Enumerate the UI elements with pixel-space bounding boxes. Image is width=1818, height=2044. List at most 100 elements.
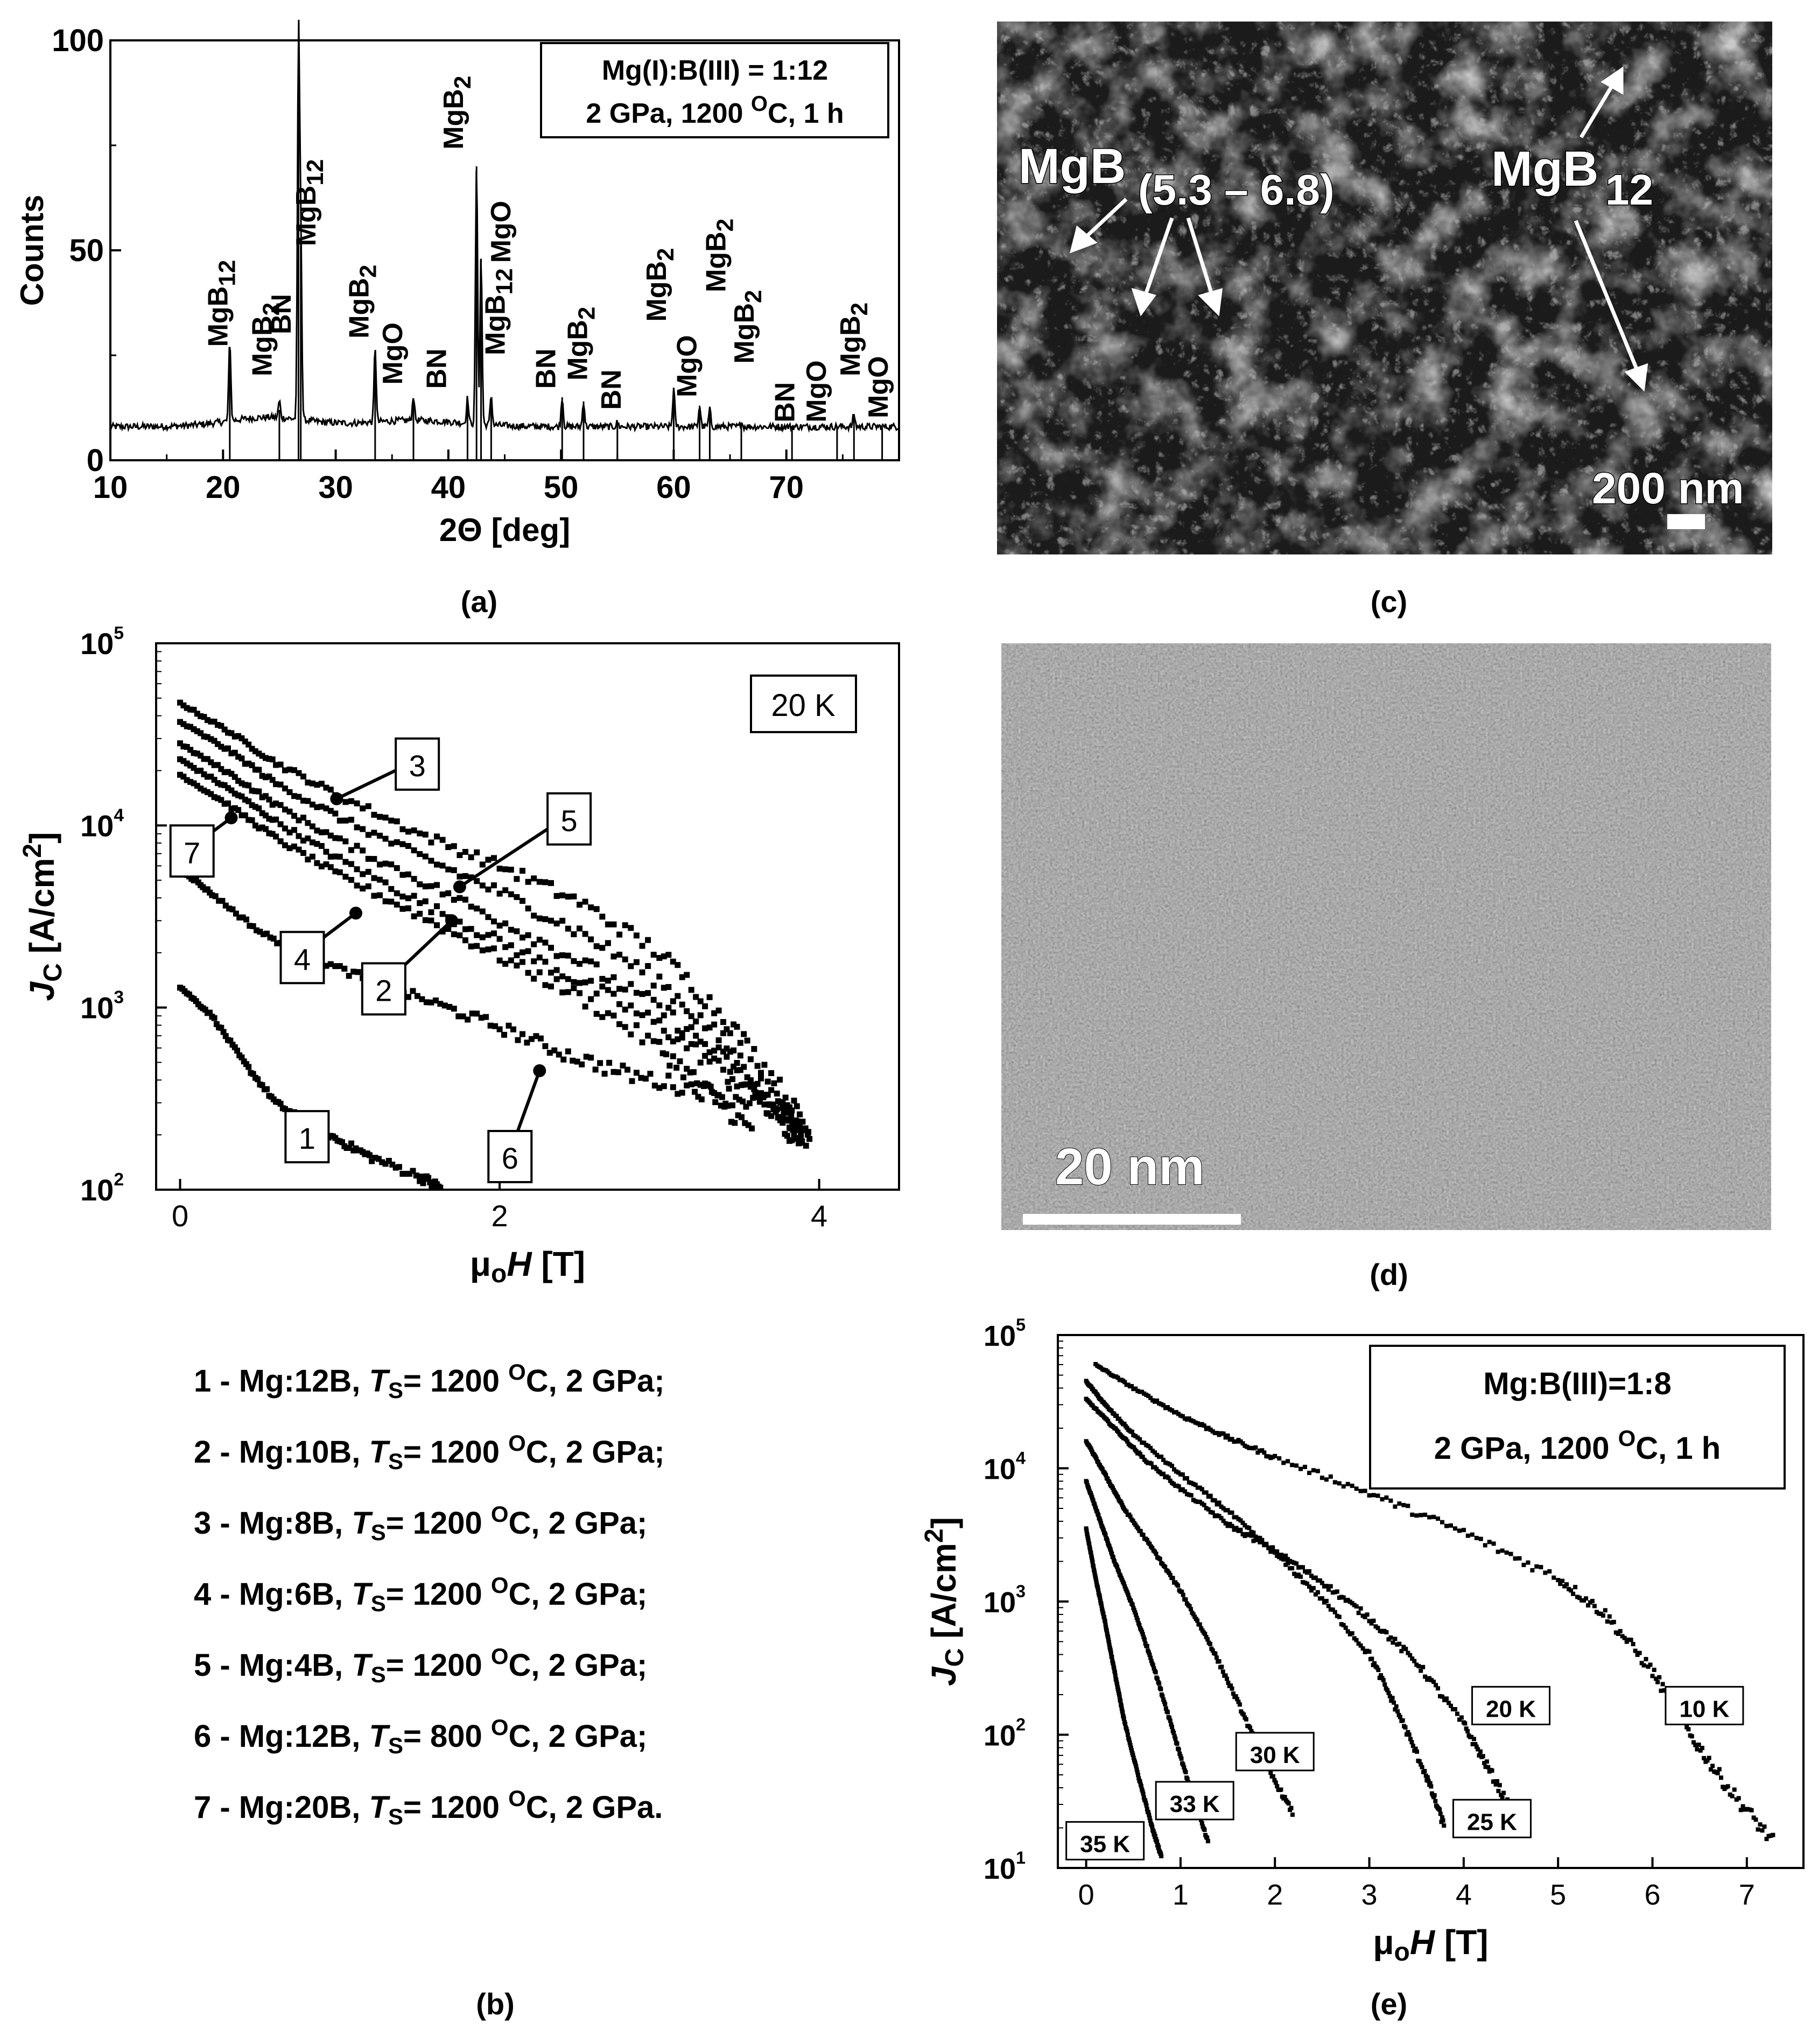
data-point <box>1128 1745 1133 1750</box>
data-point <box>204 789 210 795</box>
data-point <box>536 915 543 922</box>
data-point <box>327 961 334 967</box>
data-point <box>478 1015 485 1021</box>
data-point <box>639 1012 645 1019</box>
callout-box-6 <box>487 1129 533 1183</box>
data-point <box>428 917 434 924</box>
data-point <box>238 1054 245 1060</box>
data-point <box>588 936 594 943</box>
data-point <box>228 805 235 812</box>
data-point <box>1147 1653 1152 1657</box>
data-point <box>474 1010 480 1017</box>
scale-label-d: 20 nm <box>1055 1138 1204 1196</box>
data-point <box>582 931 588 937</box>
data-point <box>754 1063 761 1069</box>
data-point <box>761 1062 768 1068</box>
data-point <box>794 1118 801 1125</box>
data-point <box>787 1104 792 1111</box>
data-point <box>1594 1610 1599 1614</box>
data-point <box>1343 1598 1348 1603</box>
x-tick-label: 60 <box>656 470 691 505</box>
data-point <box>327 864 334 870</box>
data-point <box>1730 1794 1735 1799</box>
data-point <box>1526 1560 1531 1565</box>
data-point <box>249 746 255 752</box>
data-point <box>665 1072 672 1079</box>
data-point <box>1138 1437 1142 1442</box>
data-point <box>746 1100 753 1106</box>
data-point <box>332 868 339 875</box>
data-point <box>193 998 199 1005</box>
data-point <box>514 963 520 969</box>
data-point <box>208 759 214 765</box>
data-point <box>249 817 255 824</box>
callout-box-1 <box>284 1110 330 1164</box>
data-point <box>1135 1618 1140 1622</box>
data-point <box>1235 1697 1240 1702</box>
data-point <box>388 886 395 892</box>
data-point <box>1104 1628 1109 1633</box>
data-point <box>680 1074 686 1080</box>
data-point <box>525 932 531 938</box>
data-point <box>1354 1486 1359 1491</box>
data-point <box>213 1021 220 1027</box>
data-point <box>267 935 273 940</box>
data-point <box>1695 1747 1700 1752</box>
data-point <box>1210 1510 1215 1515</box>
data-point <box>1271 1774 1275 1779</box>
data-point <box>282 767 288 774</box>
data-point <box>492 1023 499 1029</box>
data-point <box>1423 1674 1428 1679</box>
data-point <box>1115 1375 1120 1380</box>
data-point <box>1326 1587 1331 1592</box>
data-point <box>706 1024 713 1031</box>
data-point <box>1130 1602 1135 1607</box>
data-point <box>1388 1498 1393 1503</box>
data-point <box>231 805 238 811</box>
data-point <box>720 1048 726 1055</box>
data-point <box>1764 1837 1769 1842</box>
data-point <box>1401 1502 1406 1507</box>
data-point <box>491 918 497 925</box>
data-point <box>688 987 694 993</box>
data-point <box>377 813 383 820</box>
data-point <box>479 882 486 889</box>
data-point <box>520 935 525 941</box>
data-point <box>1413 1746 1418 1751</box>
data-point <box>593 961 600 967</box>
legend-item: 1 - Mg:12B, TS= 1200 OC, 2 GPa; <box>194 1359 665 1403</box>
data-point <box>622 1006 628 1013</box>
data-point <box>670 958 676 965</box>
data-point <box>1247 1526 1252 1530</box>
data-point <box>799 1119 806 1125</box>
data-point <box>215 780 221 786</box>
data-point <box>1345 1481 1350 1486</box>
temp-label: 10 K <box>1679 1696 1729 1722</box>
data-point <box>1603 1608 1608 1613</box>
data-point <box>198 730 204 736</box>
data-point <box>1229 1683 1233 1688</box>
data-point <box>496 922 503 929</box>
data-point <box>1155 1839 1160 1844</box>
data-point <box>1204 1506 1209 1511</box>
data-point <box>610 991 617 997</box>
data-point <box>388 817 395 824</box>
data-point <box>684 1065 690 1072</box>
data-point <box>740 1098 746 1105</box>
data-point <box>553 976 560 982</box>
data-point <box>201 714 207 720</box>
data-point <box>496 957 503 964</box>
data-point <box>656 955 663 961</box>
data-point <box>1159 1687 1163 1691</box>
data-point <box>184 705 190 711</box>
data-point <box>417 830 423 837</box>
data-point <box>291 827 297 833</box>
data-point <box>675 1091 681 1097</box>
data-point <box>414 993 420 999</box>
data-point <box>273 833 279 840</box>
data-point <box>385 1157 392 1164</box>
data-point <box>571 958 577 964</box>
data-point <box>559 917 566 924</box>
data-point <box>665 1005 672 1011</box>
data-point <box>318 829 325 835</box>
